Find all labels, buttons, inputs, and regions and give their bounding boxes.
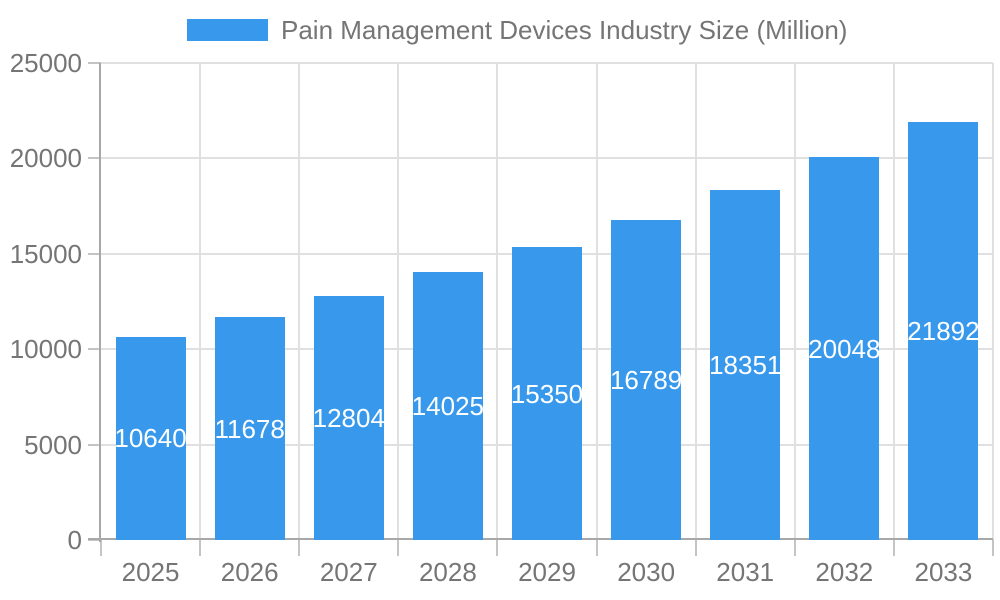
bar-2025	[115, 336, 186, 540]
bar-value-label: 10640	[114, 423, 187, 454]
x-tick	[892, 540, 895, 556]
x-tick	[992, 540, 994, 556]
y-axis-label: 10000	[9, 334, 82, 365]
bar-2027	[313, 295, 384, 540]
y-axis-label: 20000	[9, 143, 82, 174]
y-tick	[88, 62, 101, 64]
x-gridline	[595, 63, 598, 540]
x-axis-label: 2030	[617, 557, 676, 587]
bar-value-label: 16789	[609, 364, 683, 395]
x-axis-label: 2032	[815, 557, 874, 587]
x-axis-label: 2025	[121, 557, 180, 587]
y-gridline	[101, 62, 993, 64]
x-gridline	[892, 63, 895, 540]
bar-2028	[412, 272, 483, 540]
bar-2026	[214, 317, 285, 540]
x-gridline	[793, 63, 796, 540]
y-tick	[88, 443, 101, 446]
x-gridline	[694, 63, 697, 540]
y-tick	[88, 252, 101, 255]
bar-value-label: 20048	[808, 333, 881, 364]
x-axis-label: 2031	[716, 557, 775, 587]
x-gridline	[298, 63, 301, 540]
y-gridline	[101, 157, 993, 160]
x-tick	[397, 540, 400, 556]
legend-label: Pain Management Devices Industry Size (M…	[281, 15, 848, 45]
x-gridline	[992, 63, 994, 540]
bar-2030	[611, 219, 682, 540]
bar-value-label: 11678	[214, 413, 285, 444]
x-tick	[595, 540, 598, 556]
bar-value-label: 21892	[907, 316, 980, 347]
x-axis-label: 2026	[220, 557, 279, 587]
x-axis-label: 2028	[418, 557, 477, 587]
x-axis-label: 2033	[914, 557, 973, 587]
x-axis-label: 2029	[518, 557, 576, 587]
x-tick	[694, 540, 697, 556]
x-tick	[496, 540, 499, 556]
x-tick	[199, 540, 202, 556]
y-axis-label: 15000	[9, 238, 82, 269]
bar-2029	[512, 247, 582, 540]
bar-value-label: 18351	[709, 349, 782, 380]
x-axis-label: 2027	[319, 557, 378, 587]
bar-2032	[809, 157, 880, 540]
x-tick	[793, 540, 796, 556]
x-tick	[298, 540, 301, 556]
bar-value-label: 14025	[411, 391, 485, 422]
y-tick	[88, 157, 101, 160]
x-gridline	[199, 63, 202, 540]
x-gridline	[496, 63, 499, 540]
legend-swatch-icon	[187, 19, 268, 41]
y-tick	[88, 539, 101, 541]
bar-value-label: 12804	[312, 402, 385, 433]
bar-2033	[908, 122, 979, 540]
y-axis-label: 5000	[24, 429, 82, 460]
y-axis-label: 25000	[9, 48, 82, 78]
y-tick	[88, 348, 101, 351]
x-gridline	[397, 63, 400, 540]
x-tick	[100, 540, 102, 556]
y-axis-label: 0	[67, 525, 82, 555]
bar-value-label: 15350	[510, 378, 584, 409]
y-axis-line	[99, 63, 101, 542]
bar-2031	[710, 189, 781, 540]
chart-legend[interactable]: Pain Management Devices Industry Size (M…	[187, 13, 847, 47]
